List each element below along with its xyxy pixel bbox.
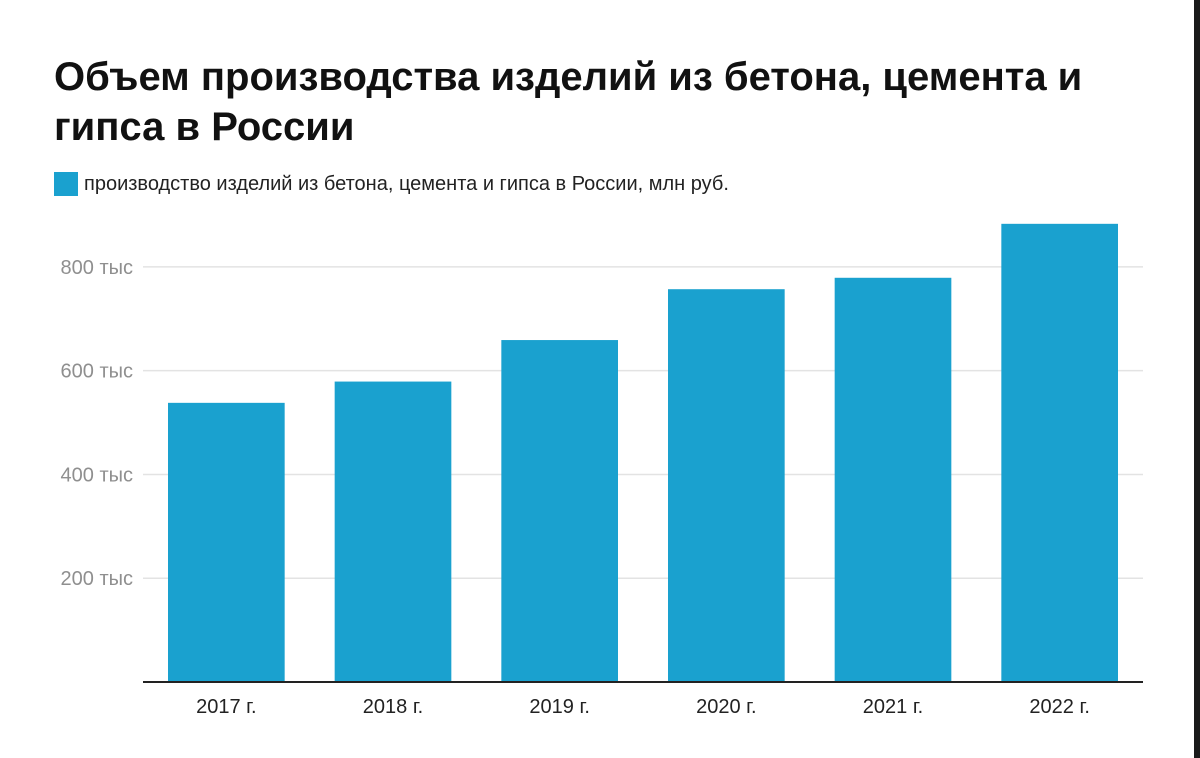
frame-edge <box>1194 0 1200 758</box>
legend-label: производство изделий из бетона, цемента … <box>84 172 729 195</box>
y-tick-label: 200 тыс <box>61 568 133 590</box>
y-tick-label: 800 тыс <box>61 257 133 279</box>
bar <box>168 402 285 682</box>
chart-title: Объем производства изделий из бетона, це… <box>54 55 1083 149</box>
bar <box>501 340 618 682</box>
x-tick-label: 2019 г. <box>529 696 589 718</box>
x-tick-label: 2017 г. <box>196 696 256 718</box>
y-tick-label: 600 тыс <box>61 361 133 383</box>
bar <box>1001 223 1118 682</box>
x-tick-label: 2018 г. <box>363 696 423 718</box>
x-tick-label: 2022 г. <box>1029 696 1089 718</box>
y-tick-label: 400 тыс <box>61 464 133 486</box>
bar <box>668 289 785 682</box>
bar <box>834 277 952 682</box>
x-tick-label: 2021 г. <box>863 696 923 718</box>
bar <box>334 381 452 682</box>
x-tick-label: 2020 г. <box>696 696 756 718</box>
legend-swatch <box>54 172 78 196</box>
legend: производство изделий из бетона, цемента … <box>54 172 729 196</box>
